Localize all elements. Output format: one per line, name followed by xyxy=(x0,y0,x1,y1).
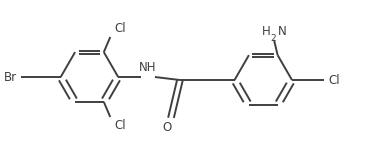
Text: NH: NH xyxy=(139,61,157,74)
Text: Cl: Cl xyxy=(115,22,126,35)
Text: O: O xyxy=(163,122,172,134)
Text: Cl: Cl xyxy=(328,73,340,87)
Text: 2: 2 xyxy=(271,34,276,43)
Text: H: H xyxy=(262,25,270,38)
Text: N: N xyxy=(278,25,287,38)
Text: Br: Br xyxy=(4,71,17,83)
Text: Cl: Cl xyxy=(115,119,126,132)
